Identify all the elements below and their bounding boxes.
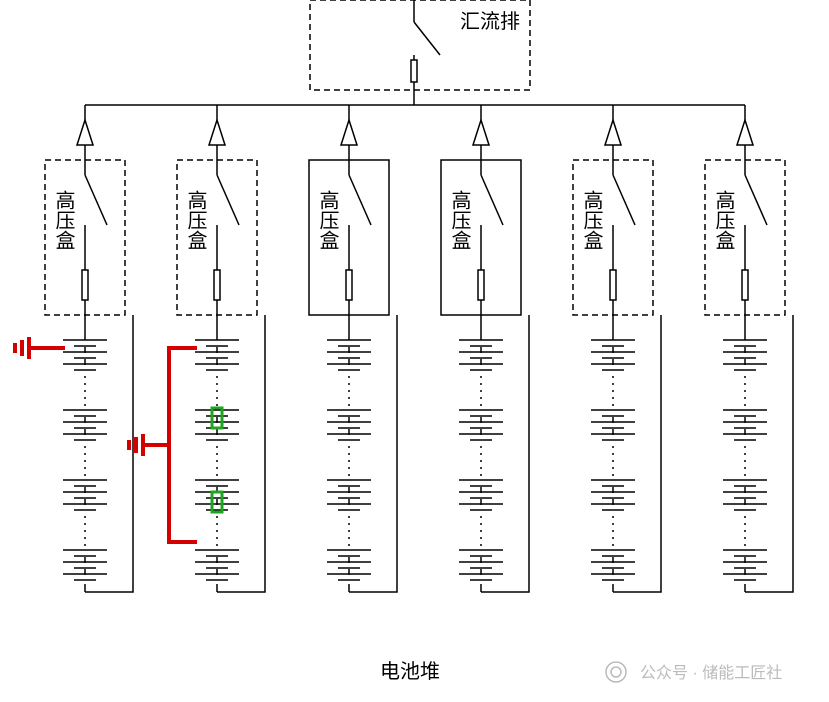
- hv-box-label: 高压盒: [184, 190, 207, 250]
- busbar-label: 汇流排: [460, 10, 520, 33]
- watermark: 公众号 · 储能工匠社: [606, 662, 782, 682]
- hv-box-label: 高压盒: [580, 190, 603, 250]
- caption: 电池堆: [380, 660, 440, 683]
- branch-5: 高压盒: [705, 105, 793, 592]
- hv-box-label: 高压盒: [448, 190, 471, 250]
- hv-box-label: 高压盒: [52, 190, 75, 250]
- hv-box-label: 高压盒: [712, 190, 735, 250]
- hv-box-label: 高压盒: [316, 190, 339, 250]
- branch-4: 高压盒: [573, 105, 661, 592]
- branch-2: 高压盒: [309, 105, 397, 592]
- busbar-box: 汇流排: [310, 0, 530, 90]
- svg-text:公众号 · 储能工匠社: 公众号 · 储能工匠社: [640, 664, 782, 682]
- branch-3: 高压盒: [441, 105, 529, 592]
- red-bracket: [129, 348, 195, 542]
- ground-fault-top: [15, 339, 63, 357]
